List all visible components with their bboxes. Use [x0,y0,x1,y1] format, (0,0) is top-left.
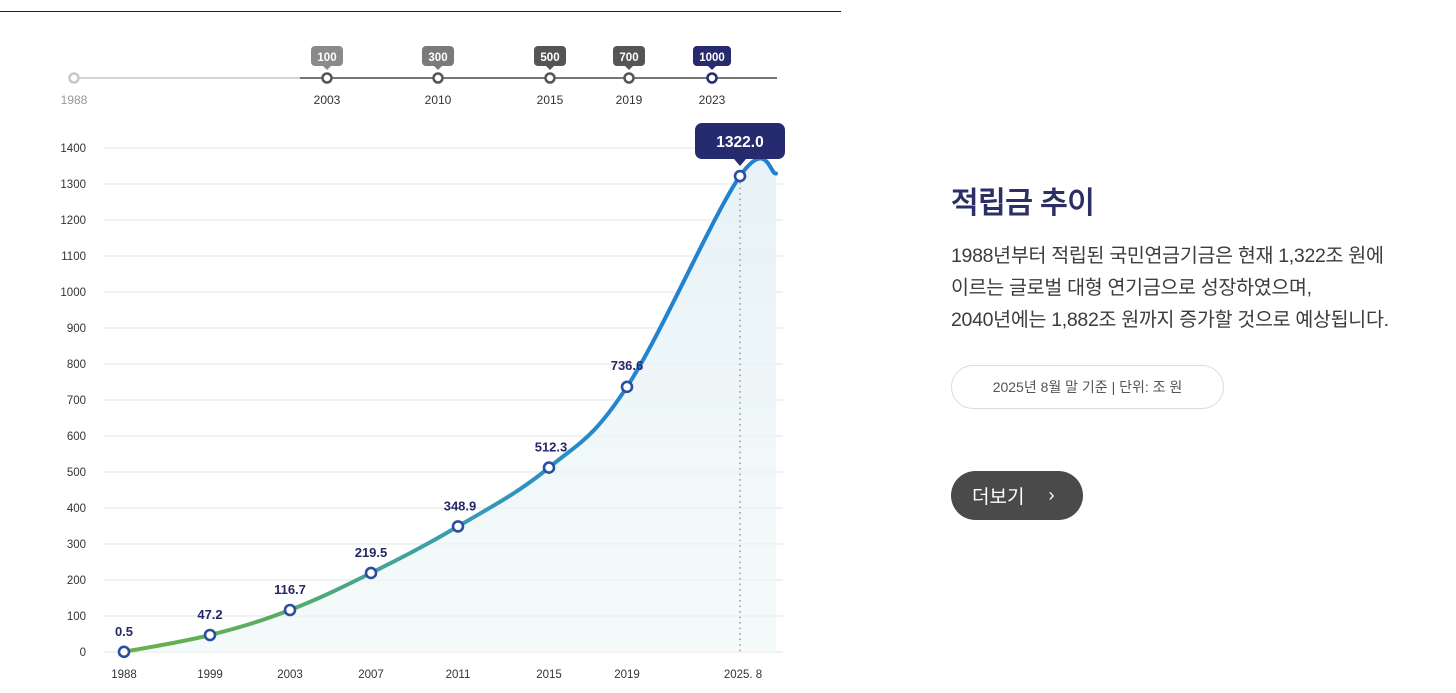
info-panel: 적립금 추이 1988년부터 적립된 국민연금기금은 현재 1,322조 원에 … [951,178,1446,336]
milestone-badge-pointer [323,66,331,70]
x-tick-label: 1988 [111,669,137,681]
y-tick-label: 1300 [60,179,86,191]
description-line: 이르는 글로벌 대형 연기금으로 성장하였으며, [951,277,1312,299]
data-point [117,645,131,659]
x-tick-label: 2019 [614,669,640,681]
milestone-dot [432,72,444,84]
timeline-start-dot [68,72,80,84]
data-point [542,461,556,474]
data-label: 348.9 [444,498,477,513]
milestone-badge [693,46,731,66]
milestone-badge-text: 300 [428,52,447,64]
timeline-year-label: 1988 [61,93,88,107]
milestone-badge-pointer [708,66,716,70]
milestone-badge-text: 1000 [699,52,725,64]
y-tick-label: 500 [67,467,86,479]
description: 1988년부터 적립된 국민연금기금은 현재 1,322조 원에 이르는 글로벌… [951,240,1446,336]
milestone-dot [321,72,333,84]
chevron-right-icon: › [1048,485,1055,505]
milestone-dot [544,72,556,84]
highlight-callout [695,123,785,159]
x-tick-label: 2011 [446,669,471,681]
milestone-dot [623,72,635,84]
milestone-badge-pointer [434,66,442,70]
series-line [122,156,778,654]
timeline-year-label: 2015 [537,93,564,107]
y-tick-label: 1400 [60,143,86,155]
data-label: 0.5 [115,624,133,639]
x-tick-label: 2015 [536,669,562,681]
milestone-badge-pointer [625,66,633,70]
y-tick-label: 800 [67,359,86,371]
timeline-year-label: 2010 [425,93,452,107]
description-line: 1988년부터 적립된 국민연금기금은 현재 1,322조 원에 [951,245,1384,267]
milestone-badge-text: 700 [619,52,638,64]
data-label: 116.7 [274,582,306,597]
y-axis-ticks: 0 100 200 300 400 500 600 700 800 900 1000 1100 1200… [60,143,86,659]
milestone-badge [534,46,566,66]
x-tick-label: 2025. 8 [724,669,762,681]
y-tick-label: 300 [67,539,86,551]
x-axis-ticks: 1988 1999 2003 2007 2011 2015 2019 2025. 8 [111,669,762,681]
description-line: 2040년에는 1,882조 원까지 증가할 것으로 예상됩니다. [951,309,1389,331]
milestone-dot [706,72,718,84]
x-tick-label: 2003 [277,669,303,681]
y-tick-label: 1200 [60,215,86,227]
timeline-year-label: 2003 [314,93,341,107]
more-button[interactable]: 더보기 › [951,471,1083,520]
milestone-badge [613,46,645,66]
timeline-year-label: 2019 [616,93,643,107]
top-divider [0,11,841,12]
milestone-badge-text: 500 [540,52,559,64]
y-tick-label: 100 [67,611,86,623]
y-tick-label: 200 [67,575,86,587]
data-point [283,603,297,617]
more-button-label: 더보기 [972,487,1025,508]
data-points: 0.5 47.2 116.7 219.5 348.9 512.3 736.6 1322.0 [115,123,785,659]
data-label: 219.5 [355,545,388,560]
highlight-callout-pointer [734,159,746,166]
y-tick-label: 1100 [61,251,86,263]
data-label: 736.6 [611,358,644,373]
x-tick-label: 2007 [358,669,384,681]
data-point [620,380,634,394]
data-label-highlight: 1322.0 [716,134,763,151]
savings-trend-chart: 1988100200330020105002015700201910002023… [60,46,785,681]
milestone-badge [422,46,454,66]
milestone-badge-pointer [546,66,554,70]
y-tick-label: 700 [67,395,86,407]
data-label: 47.2 [197,607,222,622]
area-fill [124,158,776,652]
y-tick-label: 1000 [60,287,86,299]
y-tick-label: 0 [80,647,86,659]
data-point [733,169,747,183]
y-tick-label: 400 [67,503,86,515]
data-label: 512.3 [535,440,568,455]
basis-note: 2025년 8월 말 기준 | 단위: 조 원 [951,365,1224,409]
timeline-year-label: 2023 [699,93,726,107]
section-title: 적립금 추이 [951,187,1095,220]
milestone-timeline: 1988 100 2003 300 2010 500 2015 700 2019 1000 2023 [61,46,777,107]
milestone-badge [311,46,343,66]
data-point [203,628,217,642]
y-tick-label: 600 [67,431,86,443]
y-tick-label: 900 [67,323,86,335]
data-point [364,566,378,580]
milestone-badge-text: 100 [317,52,336,64]
x-tick-label: 1999 [197,669,223,681]
data-point [451,520,465,533]
